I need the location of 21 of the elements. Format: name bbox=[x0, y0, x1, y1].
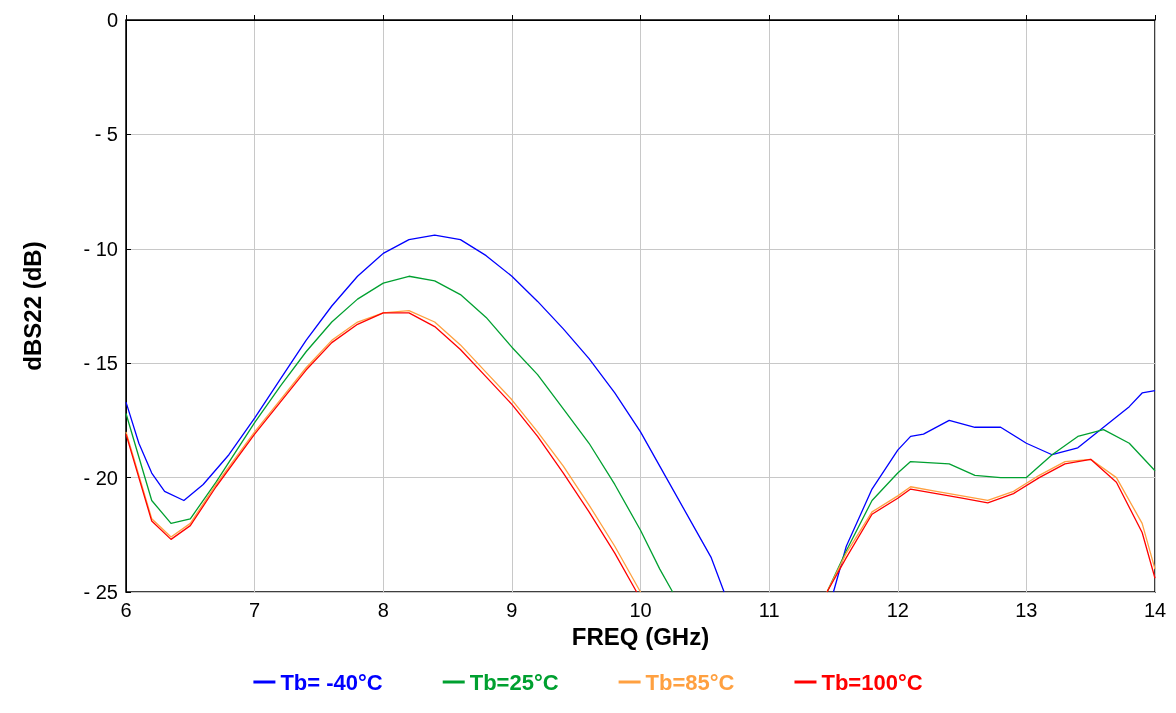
x-tick-label: 8 bbox=[377, 599, 389, 621]
y-tick-label: - 20 bbox=[83, 466, 118, 489]
y-tick-label: 0 bbox=[106, 9, 118, 31]
x-tick-label: 6 bbox=[120, 599, 132, 621]
legend-label: Tb=100°C bbox=[821, 669, 923, 695]
x-axis-title: FREQ (GHz) bbox=[571, 623, 710, 651]
x-tick-label: 10 bbox=[629, 599, 652, 621]
x-tick-label: 11 bbox=[758, 599, 780, 621]
y-tick-label: - 5 bbox=[94, 123, 118, 146]
x-tick-label: 7 bbox=[249, 599, 261, 621]
legend-label: Tb= -40°C bbox=[280, 669, 383, 695]
x-tick-label: 14 bbox=[1143, 599, 1167, 621]
y-tick-label: - 25 bbox=[83, 581, 118, 603]
y-tick-label: - 15 bbox=[83, 352, 118, 375]
legend-label: Tb=25°C bbox=[469, 669, 559, 695]
y-tick-label: - 10 bbox=[83, 237, 118, 260]
x-tick-label: 12 bbox=[886, 599, 909, 621]
y-axis-title: dBS22 (dB) bbox=[18, 241, 46, 371]
legend-label: Tb=85°C bbox=[645, 669, 735, 695]
x-tick-label: 13 bbox=[1015, 599, 1038, 621]
x-tick-label: 9 bbox=[506, 599, 518, 621]
